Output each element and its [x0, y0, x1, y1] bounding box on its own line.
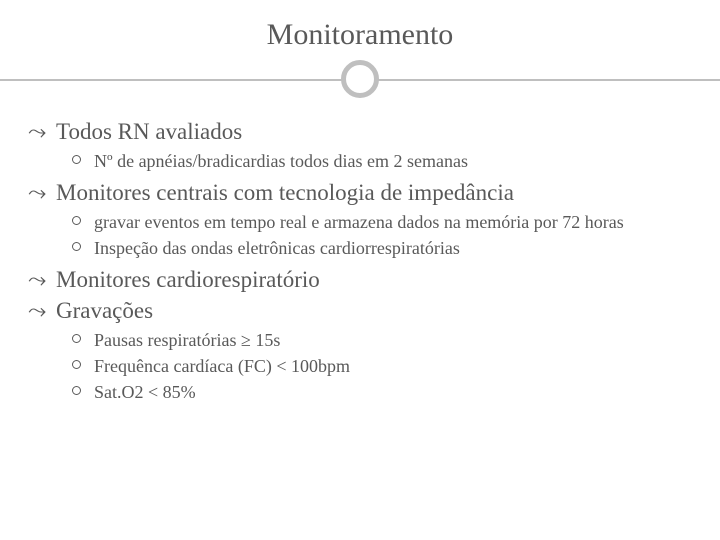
list-item-text: Todos RN avaliados: [56, 118, 242, 147]
circle-icon: [72, 210, 94, 225]
list-item: ⤳ Monitores cardiorespiratório: [28, 266, 692, 295]
circle-icon: [72, 380, 94, 395]
slide: Monitoramento ⤳ Todos RN avaliados Nº de…: [0, 0, 720, 540]
circle-icon: [72, 354, 94, 369]
list-item: ⤳ Todos RN avaliados: [28, 118, 692, 147]
list-item-text: Monitores centrais com tecnologia de imp…: [56, 179, 514, 208]
sublist-item-text: Inspeção das ondas eletrônicas cardiorre…: [94, 236, 460, 260]
sublist-item-text: Nº de apnéias/bradicardias todos dias em…: [94, 149, 468, 173]
sublist-item: gravar eventos em tempo real e armazena …: [28, 210, 692, 234]
sublist-item-text: Sat.O2 < 85%: [94, 380, 196, 404]
list-item: ⤳ Monitores centrais com tecnologia de i…: [28, 179, 692, 208]
sublist-item: Inspeção das ondas eletrônicas cardiorre…: [28, 236, 692, 260]
arrow-icon: ⤳: [28, 179, 56, 207]
circle-icon: [72, 149, 94, 164]
list-item: ⤳ Gravações: [28, 297, 692, 326]
title-circle-icon: [341, 60, 379, 98]
arrow-icon: ⤳: [28, 118, 56, 146]
title-decoration: [0, 60, 720, 100]
list-item-text: Gravações: [56, 297, 153, 326]
sublist-item: Pausas respiratórias ≥ 15s: [28, 328, 692, 352]
sublist-item: Sat.O2 < 85%: [28, 380, 692, 404]
sublist-item: Frequênca cardíaca (FC) < 100bpm: [28, 354, 692, 378]
sublist-item-text: Pausas respiratórias ≥ 15s: [94, 328, 280, 352]
slide-content: ⤳ Todos RN avaliados Nº de apnéias/bradi…: [0, 100, 720, 405]
sublist-item: Nº de apnéias/bradicardias todos dias em…: [28, 149, 692, 173]
circle-icon: [72, 236, 94, 251]
list-item-text: Monitores cardiorespiratório: [56, 266, 320, 295]
arrow-icon: ⤳: [28, 297, 56, 325]
slide-title: Monitoramento: [0, 0, 720, 60]
circle-icon: [72, 328, 94, 343]
arrow-icon: ⤳: [28, 266, 56, 294]
sublist-item-text: gravar eventos em tempo real e armazena …: [94, 210, 624, 234]
sublist-item-text: Frequênca cardíaca (FC) < 100bpm: [94, 354, 350, 378]
